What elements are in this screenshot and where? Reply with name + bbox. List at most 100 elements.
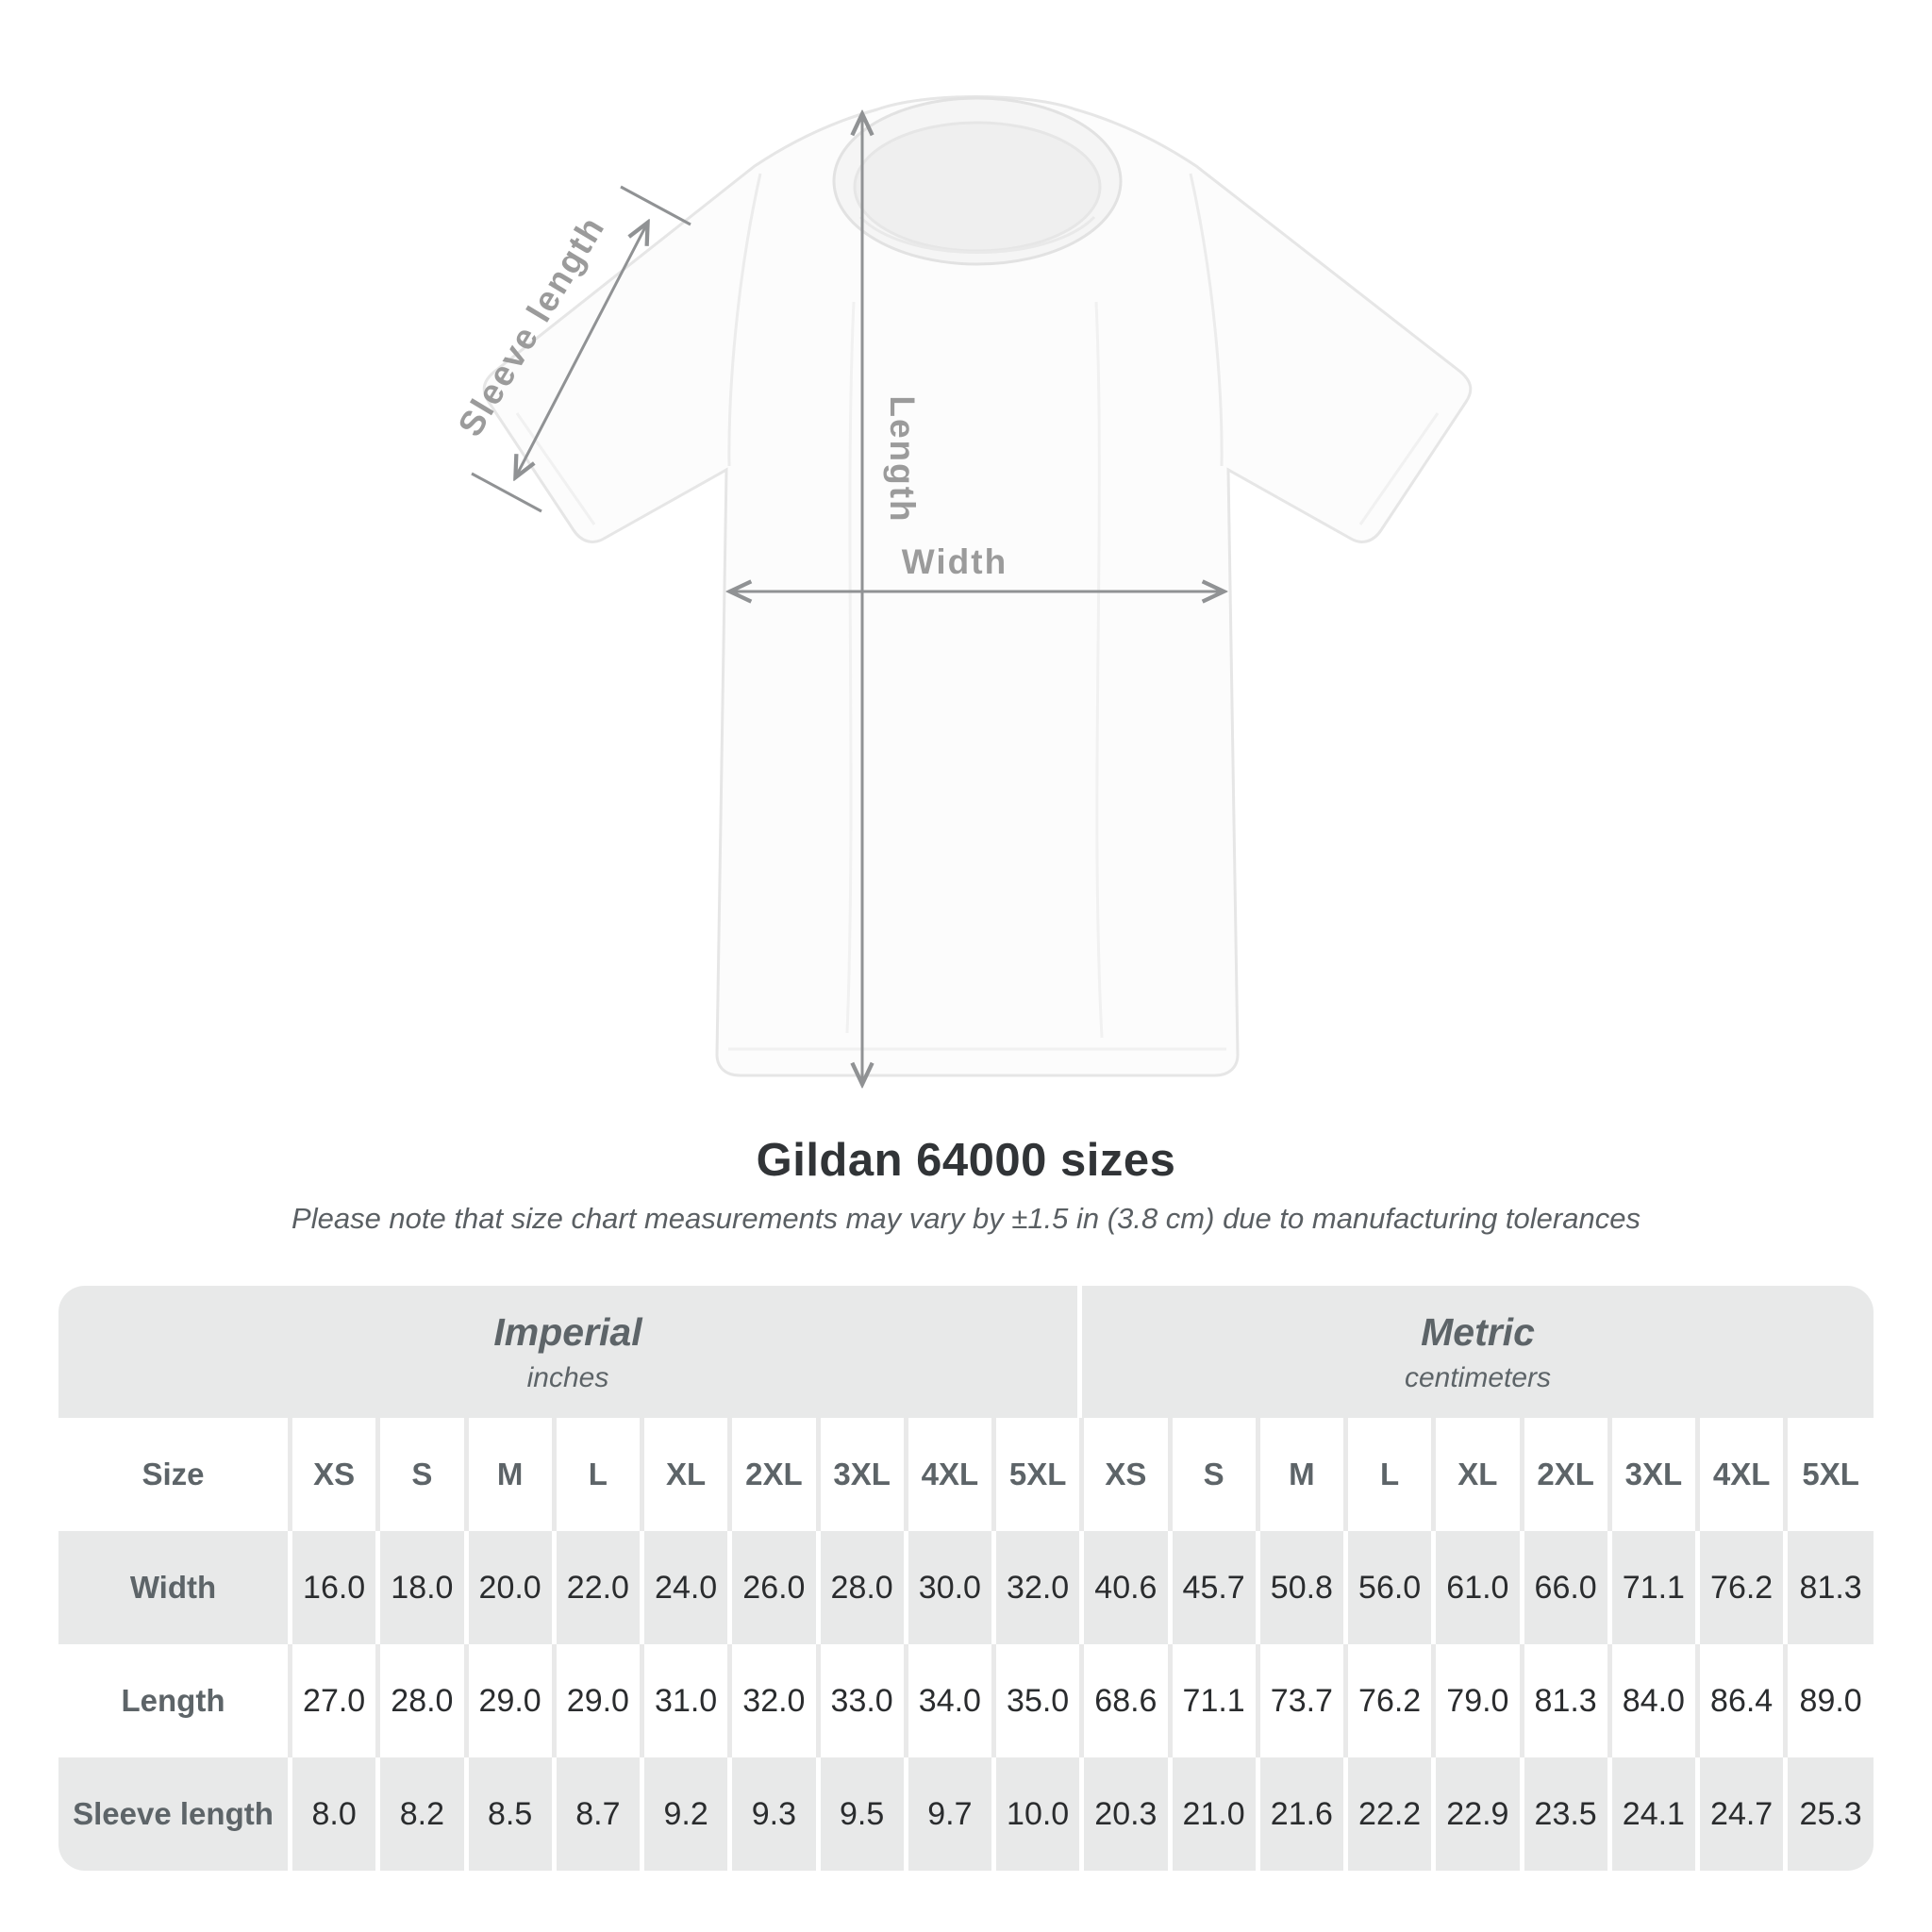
imperial-label: Imperial: [493, 1310, 642, 1354]
measurement-cell: 33.0: [815, 1644, 907, 1757]
measurement-row: Width 16.0 18.0 20.0 22.0 24.0 26.0 28.0 30.0 32.…: [58, 1531, 1874, 1644]
measurement-cell: 68.6: [1079, 1644, 1170, 1757]
sleeve-length-arrow: [516, 224, 647, 476]
imperial-group-header: Imperial inches: [58, 1286, 1077, 1418]
measurement-cell: 29.0: [551, 1644, 642, 1757]
measurement-cell: 32.0: [727, 1644, 818, 1757]
size-column-header: XL: [639, 1418, 730, 1531]
row-label: Sleeve length: [58, 1757, 291, 1871]
measurement-cell: 45.7: [1167, 1531, 1258, 1644]
measurement-cell: 86.4: [1694, 1644, 1786, 1757]
size-column-header: 2XL: [727, 1418, 818, 1531]
measurements-table: Size XS S M L XL 2XL 3XL 4XL 5XL XS S M L XL 2XL 3XL 4XL 5…: [58, 1418, 1874, 1871]
measurement-cell: 21.0: [1167, 1757, 1258, 1871]
measurement-cell: 76.2: [1694, 1531, 1786, 1644]
measurement-cell: 16.0: [287, 1531, 378, 1644]
sleeve-arrow-start-tick: [471, 472, 542, 513]
measurement-cell: 32.0: [991, 1531, 1082, 1644]
size-column-header: XL: [1431, 1418, 1522, 1531]
measurement-cell: 81.3: [1783, 1531, 1874, 1644]
size-column-header: 4XL: [903, 1418, 994, 1531]
measurement-cell: 50.8: [1255, 1531, 1346, 1644]
measurement-cell: 28.0: [815, 1531, 907, 1644]
measurement-cell: 84.0: [1607, 1644, 1698, 1757]
size-column-header: 2XL: [1519, 1418, 1610, 1531]
measurement-cell: 34.0: [903, 1644, 994, 1757]
measurement-cell: 27.0: [287, 1644, 378, 1757]
size-table: Imperial inches Metric centimeters Size X…: [58, 1286, 1874, 1871]
measurement-cell: 9.5: [815, 1757, 907, 1871]
measurement-cell: 24.1: [1607, 1757, 1698, 1871]
size-column-header: L: [551, 1418, 642, 1531]
measurement-cell: 89.0: [1783, 1644, 1874, 1757]
measurement-cell: 71.1: [1167, 1644, 1258, 1757]
measurement-cell: 22.2: [1342, 1757, 1434, 1871]
measurement-cell: 29.0: [463, 1644, 555, 1757]
page-title: Gildan 64000 sizes: [756, 1135, 1176, 1186]
measurement-cell: 81.3: [1519, 1644, 1610, 1757]
size-column-header: 3XL: [815, 1418, 907, 1531]
size-column-header: 5XL: [1783, 1418, 1874, 1531]
metric-label: Metric: [1421, 1310, 1535, 1354]
measurement-cell: 10.0: [991, 1757, 1082, 1871]
metric-group-header: Metric centimeters: [1082, 1286, 1874, 1418]
measurement-cell: 76.2: [1342, 1644, 1434, 1757]
measurement-cell: 35.0: [991, 1644, 1082, 1757]
title-block: Gildan 64000 sizes Please note that size…: [0, 1134, 1932, 1236]
measurement-cell: 18.0: [375, 1531, 466, 1644]
measurement-cell: 25.3: [1783, 1757, 1874, 1871]
measurement-cell: 26.0: [727, 1531, 818, 1644]
size-column-header: S: [375, 1418, 466, 1531]
size-column-header: 3XL: [1607, 1418, 1698, 1531]
size-corner-header: Size: [58, 1418, 291, 1531]
measurement-cell: 79.0: [1431, 1644, 1522, 1757]
measurement-cell: 40.6: [1079, 1531, 1170, 1644]
size-column-header: 5XL: [991, 1418, 1082, 1531]
size-column-header: S: [1167, 1418, 1258, 1531]
measurement-row: Sleeve length 8.0 8.2 8.5 8.7 9.2 9.3 9.5 9.7 10.…: [58, 1757, 1874, 1871]
size-column-header: M: [463, 1418, 555, 1531]
size-header-row: Size XS S M L XL 2XL 3XL 4XL 5XL XS S M L XL 2XL 3XL 4XL 5…: [58, 1418, 1874, 1531]
measurement-cell: 28.0: [375, 1644, 466, 1757]
tshirt-diagram: Sleeve length Length Width: [451, 95, 1473, 1123]
measurement-cell: 9.7: [903, 1757, 994, 1871]
measurement-cell: 66.0: [1519, 1531, 1610, 1644]
measurement-cell: 71.1: [1607, 1531, 1698, 1644]
measurement-cell: 8.0: [287, 1757, 378, 1871]
size-column-header: L: [1342, 1418, 1434, 1531]
measurement-cell: 20.0: [463, 1531, 555, 1644]
row-label: Length: [58, 1644, 291, 1757]
measurement-row: Length 27.0 28.0 29.0 29.0 31.0 32.0 33.0 34.0 35…: [58, 1644, 1874, 1757]
tolerance-note: Please note that size chart measurements…: [291, 1202, 1641, 1235]
sleeve-arrow-end-tick: [620, 185, 691, 226]
measurement-cell: 23.5: [1519, 1757, 1610, 1871]
unit-group-headers: Imperial inches Metric centimeters: [58, 1286, 1874, 1418]
measurement-cell: 8.7: [551, 1757, 642, 1871]
width-label: Width: [902, 542, 1008, 581]
measurement-cell: 9.2: [639, 1757, 730, 1871]
measurement-cell: 20.3: [1079, 1757, 1170, 1871]
measurement-cell: 24.7: [1694, 1757, 1786, 1871]
table-head: Size XS S M L XL 2XL 3XL 4XL 5XL XS S M L XL 2XL 3XL 4XL 5…: [58, 1418, 1874, 1531]
measurement-cell: 31.0: [639, 1644, 730, 1757]
measurement-cell: 22.0: [551, 1531, 642, 1644]
length-label: Length: [883, 395, 922, 523]
measurement-cell: 8.5: [463, 1757, 555, 1871]
measurement-arrows: [471, 115, 1223, 1083]
row-label: Width: [58, 1531, 291, 1644]
measurement-cell: 73.7: [1255, 1644, 1346, 1757]
measurement-cell: 30.0: [903, 1531, 994, 1644]
measurement-cell: 9.3: [727, 1757, 818, 1871]
size-column-header: M: [1255, 1418, 1346, 1531]
measurement-cell: 61.0: [1431, 1531, 1522, 1644]
measurement-cell: 56.0: [1342, 1531, 1434, 1644]
measurement-cell: 24.0: [639, 1531, 730, 1644]
metric-unit-label: centimeters: [1404, 1362, 1552, 1393]
table-body: Width 16.0 18.0 20.0 22.0 24.0 26.0 28.0 30.0 32.…: [58, 1531, 1874, 1871]
group-divider: [1077, 1286, 1082, 1418]
size-column-header: XS: [1079, 1418, 1170, 1531]
size-column-header: 4XL: [1694, 1418, 1786, 1531]
measurement-cell: 22.9: [1431, 1757, 1522, 1871]
imperial-unit-label: inches: [526, 1362, 609, 1393]
tshirt-image: [482, 95, 1473, 1077]
